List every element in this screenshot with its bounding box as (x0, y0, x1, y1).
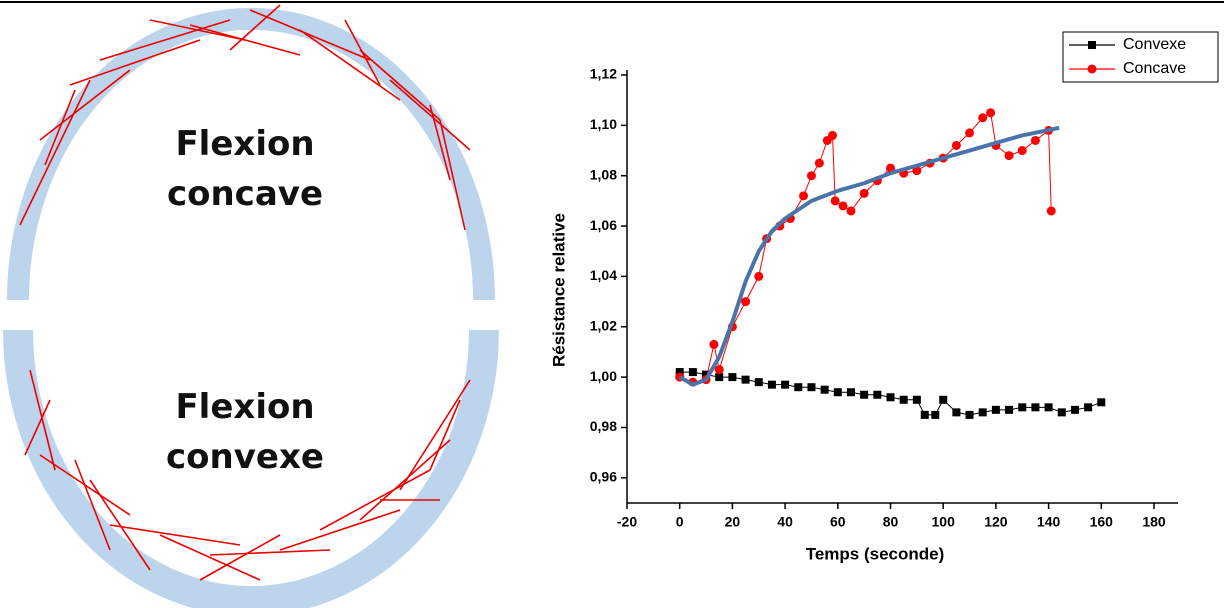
y-tick-label: 0,96 (590, 469, 617, 485)
data-point (702, 370, 711, 379)
data-point (806, 171, 816, 181)
data-point (978, 113, 988, 123)
data-point (859, 188, 869, 198)
data-point (886, 393, 895, 402)
data-point (899, 395, 908, 404)
x-tick-label: 20 (725, 514, 741, 530)
fit-curve (678, 125, 1060, 387)
data-point (1097, 398, 1106, 407)
x-tick-label: 100 (932, 514, 956, 530)
data-point (846, 206, 856, 216)
data-point (688, 368, 697, 377)
chart: Temps (seconde) Résistance relative -20 0… (549, 31, 1219, 563)
data-point (912, 166, 922, 176)
data-point (991, 405, 1000, 414)
y-tick-label: 1,00 (590, 368, 617, 384)
diagram-label: Flexion (175, 124, 314, 164)
y-tick-label: 1,10 (590, 116, 617, 132)
y-tick-label: 1,08 (590, 166, 617, 182)
data-point (1018, 403, 1027, 412)
data-point (1057, 408, 1066, 417)
legend-marker (1087, 64, 1097, 74)
data-point (952, 408, 961, 417)
y-tick-label: 1,02 (590, 317, 617, 333)
y-axis-title: Résistance relative (549, 213, 568, 367)
data-point (873, 390, 882, 399)
legend-marker (1088, 41, 1096, 49)
series-line (679, 111, 1052, 383)
data-point (754, 378, 763, 387)
x-tick-label: 0 (676, 514, 684, 530)
data-point (794, 383, 803, 392)
data-point (814, 158, 824, 168)
x-tick-label: -20 (617, 514, 637, 530)
data-point (939, 395, 948, 404)
x-tick-label: 120 (984, 514, 1008, 530)
data-point (741, 375, 750, 384)
x-tick-label: 140 (1037, 514, 1061, 530)
x-tick-label: 60 (830, 514, 846, 530)
data-point (920, 410, 929, 419)
data-point (728, 373, 737, 382)
data-point (1084, 403, 1093, 412)
data-point (951, 140, 961, 150)
legend-label: Concave (1123, 60, 1186, 77)
data-point (886, 163, 895, 173)
data-point (709, 339, 719, 349)
data-point (1031, 403, 1040, 412)
data-point (1046, 206, 1056, 216)
x-axis-title: Temps (seconde) (806, 544, 945, 563)
data-point (830, 196, 840, 206)
data-point (846, 388, 855, 397)
diagram-label: concave (167, 174, 323, 214)
data-point (860, 390, 869, 399)
data-point (767, 380, 776, 389)
data-point (833, 388, 842, 397)
data-point (965, 410, 974, 419)
data-point (1005, 405, 1014, 414)
data-point (912, 395, 921, 404)
data-point (986, 108, 996, 118)
series-line (679, 371, 1102, 416)
x-tick-label: 180 (1142, 514, 1166, 530)
strain-lines-top (19, 4, 471, 231)
strain-lines-bottom (24, 369, 471, 581)
x-tick-label: 160 (1090, 514, 1114, 530)
diagram-label: convexe (166, 437, 324, 477)
x-tick-label: 80 (883, 514, 899, 530)
legend-label: Convexe (1123, 36, 1186, 53)
diagram: Flexion concave Flexion convexe (3, 4, 499, 608)
data-point (820, 385, 829, 394)
data-point (715, 373, 724, 382)
convex-arc (3, 329, 499, 608)
data-point (799, 191, 809, 201)
y-tick-label: 1,06 (590, 217, 617, 233)
y-tick-label: 1,12 (590, 66, 617, 82)
concave-arc (7, 7, 495, 301)
data-point (1070, 405, 1079, 414)
y-tick-label: 1,04 (590, 267, 617, 283)
data-point (741, 297, 751, 307)
y-tick-label: 0,98 (590, 418, 617, 434)
data-point (978, 408, 987, 417)
data-point (1004, 151, 1014, 161)
data-point (754, 271, 764, 281)
data-point (675, 368, 684, 377)
x-tick-label: 40 (777, 514, 793, 530)
data-point (1030, 135, 1040, 145)
data-point (838, 201, 848, 211)
data-point (1017, 146, 1027, 156)
diagram-label: Flexion (175, 387, 314, 427)
data-point (931, 410, 940, 419)
data-point (1044, 403, 1053, 412)
data-point (781, 380, 790, 389)
data-point (714, 365, 724, 375)
legend-box (1062, 31, 1219, 83)
data-point (965, 128, 975, 138)
data-point (807, 383, 816, 392)
data-point (828, 130, 838, 140)
